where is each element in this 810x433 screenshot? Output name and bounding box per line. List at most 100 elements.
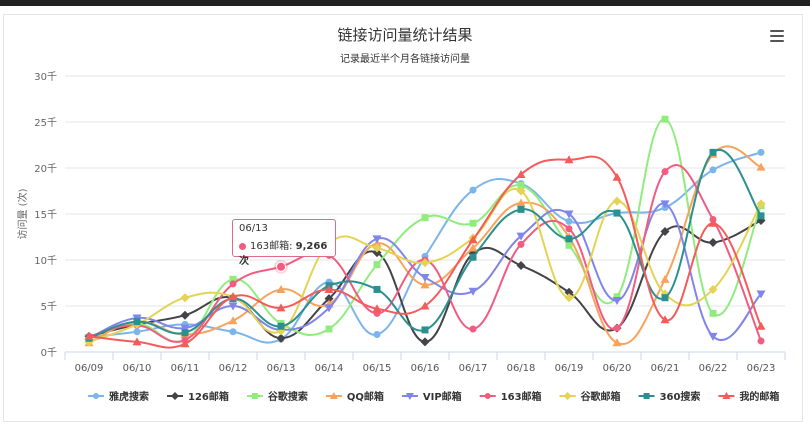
chart-subtitle: 记录最近半个月各链接访问量	[340, 54, 470, 65]
legend-item-6[interactable]: 谷歌邮箱	[559, 390, 621, 403]
y-tick-label: 10千	[34, 255, 57, 267]
data-point	[708, 284, 718, 294]
y-axis-title: 访问量 (次)	[16, 188, 29, 239]
data-point	[564, 210, 574, 219]
x-tick-label: 06/11	[171, 363, 200, 374]
y-tick-label: 0千	[41, 347, 57, 359]
tooltip-series-name: 163邮箱	[250, 241, 290, 252]
x-tick-label: 06/10	[123, 363, 152, 374]
x-tick-label: 06/18	[507, 363, 536, 374]
legend-marker	[405, 393, 414, 400]
data-point	[180, 339, 190, 348]
data-point	[517, 181, 525, 189]
legend-item-5[interactable]: 163邮箱	[479, 390, 542, 403]
legend-label: 126邮箱	[188, 390, 229, 403]
data-point	[516, 186, 526, 196]
data-point	[565, 225, 573, 233]
data-point	[612, 296, 622, 305]
window-top-bar	[0, 0, 810, 6]
legend-item-1[interactable]: 126邮箱	[167, 390, 229, 403]
legend-label: 360搜索	[660, 390, 701, 403]
data-point	[516, 261, 526, 271]
data-point	[229, 275, 237, 283]
data-point	[660, 315, 670, 324]
tooltip-date: 06/13	[239, 223, 268, 234]
data-point	[180, 293, 190, 303]
data-point	[180, 324, 190, 333]
legend-marker	[93, 393, 99, 399]
legend-item-3[interactable]: QQ邮箱	[325, 390, 384, 403]
data-point	[756, 162, 766, 171]
x-tick-label: 06/14	[315, 363, 344, 374]
data-point	[756, 199, 766, 209]
legend-label: 雅虎搜索	[109, 390, 149, 403]
x-tick-label: 06/16	[411, 363, 440, 374]
data-point	[660, 226, 670, 236]
x-tick-label: 06/19	[555, 363, 584, 374]
data-point	[517, 205, 525, 213]
y-tick-label: 30千	[34, 71, 57, 83]
data-point	[516, 232, 526, 241]
data-point	[373, 285, 381, 293]
data-point	[660, 200, 670, 209]
data-point	[276, 333, 286, 343]
x-tick-label: 06/20	[603, 363, 632, 374]
tooltip-value: 9,266次	[239, 241, 328, 267]
y-tick-label: 25千	[34, 117, 57, 129]
legend-marker	[171, 392, 179, 400]
data-point	[372, 248, 382, 258]
data-point	[708, 218, 718, 227]
y-tick-label: 20千	[34, 163, 57, 175]
data-point	[468, 235, 478, 244]
data-point	[517, 240, 525, 248]
data-point	[613, 209, 621, 217]
data-point	[228, 316, 238, 325]
series-8	[84, 155, 766, 349]
hamburger-menu-icon[interactable]	[770, 30, 784, 42]
data-point	[421, 214, 429, 222]
data-point	[709, 309, 717, 317]
legend-label: 163邮箱	[501, 390, 542, 403]
data-point	[708, 332, 718, 341]
y-tick-label: 15千	[34, 209, 57, 221]
chart-card	[3, 14, 803, 422]
legend-marker	[484, 393, 491, 399]
data-point	[420, 273, 430, 282]
data-point	[661, 294, 669, 302]
data-point	[469, 186, 477, 194]
legend-marker	[563, 392, 572, 400]
data-point	[757, 148, 765, 156]
x-tick-label: 06/21	[651, 363, 680, 374]
data-point	[372, 243, 382, 253]
hover-point	[276, 261, 286, 272]
legend-marker	[329, 392, 338, 399]
chart-tooltip: 06/13 163邮箱: 9,266次	[232, 219, 336, 267]
data-point	[757, 337, 765, 345]
data-point	[612, 338, 622, 347]
data-point	[613, 324, 621, 332]
data-point	[372, 304, 382, 313]
series-line	[88, 188, 762, 343]
tooltip-series-dot	[239, 242, 246, 250]
data-point	[373, 261, 381, 269]
legend-item-7[interactable]: 360搜索	[638, 390, 701, 403]
data-point	[373, 331, 381, 339]
data-point	[468, 287, 478, 296]
data-point	[469, 253, 477, 261]
data-point	[613, 293, 621, 301]
x-tick-label: 06/09	[75, 363, 104, 374]
legend-item-2[interactable]: 谷歌搜索	[246, 390, 308, 403]
x-tick-label: 06/23	[747, 363, 776, 374]
legend-item-4[interactable]: VIP邮箱	[401, 390, 462, 403]
legend-item-0[interactable]: 雅虎搜索	[88, 390, 149, 403]
y-tick-label: 5千	[41, 301, 57, 313]
data-point	[276, 303, 286, 312]
legend-label: VIP邮箱	[423, 390, 462, 403]
data-point	[420, 337, 430, 347]
x-tick-label: 06/17	[459, 363, 488, 374]
data-point	[181, 329, 189, 337]
series-line	[88, 145, 762, 346]
legend-item-8[interactable]: 我的邮箱	[718, 390, 779, 403]
data-point	[565, 217, 573, 225]
